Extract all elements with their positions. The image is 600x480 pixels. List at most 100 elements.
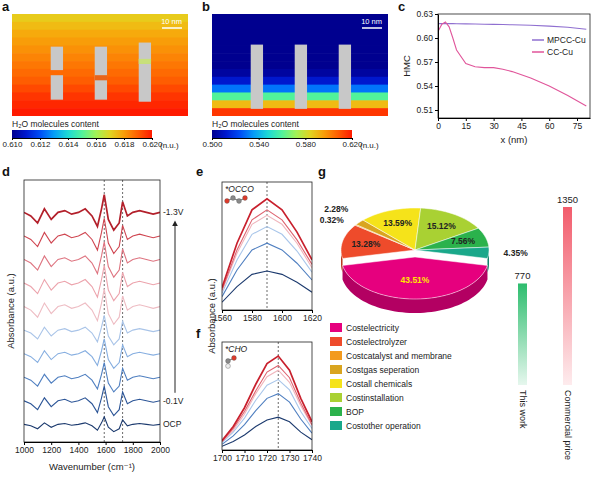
colorbar-axis: 0.6100.6120.6140.6160.6180.620 (2, 138, 163, 149)
tick-label: 2000 (151, 445, 170, 455)
tick: 0.614 (58, 138, 79, 149)
pillar (251, 45, 263, 109)
tick: 0.610 (2, 138, 23, 149)
colorbar-unit: (n.u.) (360, 141, 379, 150)
legend-label: BOP (346, 407, 364, 417)
legend-label: Costother operation (346, 421, 421, 431)
tick: 0.580 (296, 138, 317, 149)
pillar-band (95, 75, 107, 80)
panel: f17001710172017301740*CHO (196, 326, 322, 463)
legend: MPCC-CuCC-Cu (532, 35, 586, 57)
panel: e1560158016001620Absorbance (a.u.)*OCCO (196, 164, 322, 354)
tick-label: 0.500 (202, 140, 223, 149)
x-axis: 01530456075 (436, 118, 590, 131)
pillars (51, 43, 151, 102)
y-axis-title: Absorbance (a.u.) (5, 273, 16, 349)
tick: 30 (489, 118, 499, 131)
tick: 0.51 (416, 105, 438, 115)
series-line (222, 380, 312, 443)
series-line (24, 242, 160, 277)
tick: 0.63 (416, 9, 438, 19)
data-label: 13.59% (383, 218, 412, 228)
legend-label: Costinstallation (346, 393, 404, 403)
atom (226, 359, 231, 364)
tick: 0.60 (416, 33, 438, 43)
panel-letter: f (196, 326, 201, 341)
tick: 1720 (258, 450, 277, 463)
y-axis-title: Absorbance (a.u.) (206, 278, 217, 354)
legend-label: Costelectrolyzer (346, 337, 407, 347)
panel: c015304560750.510.540.570.600.63x (nm)HM… (398, 0, 591, 145)
pillar (51, 75, 63, 99)
legend-swatch (330, 351, 342, 360)
panel: g43.51%13.28%0.32%2.28%13.59%15.12%7.56%… (318, 164, 528, 431)
pillar (95, 47, 107, 100)
data-label: 7.56% (451, 236, 476, 246)
tick-label: 1200 (42, 445, 61, 455)
data-label: 13.28% (351, 239, 380, 249)
tick: 2000 (151, 442, 170, 455)
axis-line (438, 15, 439, 119)
tick: 45 (517, 118, 527, 131)
category-label: Commercial price (563, 390, 573, 460)
panel: b10 nmH₂O molecules content0.5000.5400.5… (202, 0, 388, 150)
x-axis: 17001710172017301740 (213, 450, 322, 463)
panel-letter: b (202, 0, 210, 14)
tick: 0.54 (416, 81, 438, 91)
panel-letter: g (318, 164, 326, 179)
heat-cell (212, 108, 388, 116)
pie-slice (343, 257, 488, 299)
tick-label: 0.580 (296, 140, 317, 149)
annotation: -0.1V (163, 396, 184, 406)
molecule-icon (226, 356, 237, 369)
tick-label: 30 (489, 121, 499, 131)
heat-cell (12, 30, 188, 38)
annotation: OCP (163, 419, 182, 429)
legend-swatch (330, 407, 342, 416)
scale-label: 10 nm (361, 17, 382, 26)
tick-label: 1700 (213, 453, 232, 463)
series-line (438, 22, 586, 106)
tick-label: 0.60 (416, 33, 433, 43)
tick-mark (435, 62, 438, 63)
tick-mark (435, 38, 438, 39)
tick-label: 75 (573, 121, 583, 131)
panel: a10 nmH₂O molecules content0.6100.6120.6… (2, 0, 188, 150)
tick-label: 0 (436, 121, 441, 131)
tick-label: 45 (517, 121, 527, 131)
pie-sides (341, 250, 489, 313)
pillar (51, 47, 63, 70)
data-label: 2.28% (324, 204, 349, 214)
x-axis: 100012001400160018002000 (15, 442, 170, 455)
heatmap (212, 14, 388, 116)
series-line (438, 24, 586, 30)
legend-label: MPCC-Cu (547, 35, 586, 45)
data-label: 770 (515, 270, 531, 281)
pie-slice (415, 228, 489, 250)
bar (563, 207, 572, 385)
axis-line (25, 442, 161, 443)
tick: 0.57 (416, 57, 438, 67)
heat-cell (12, 38, 188, 46)
data-label: 43.51% (401, 275, 430, 285)
plot-area (438, 22, 586, 106)
atom (226, 364, 231, 369)
tick-label: 1720 (258, 453, 277, 463)
colorbar-unit: (n.u.) (160, 141, 179, 150)
series-line (24, 265, 160, 300)
plot-area (24, 180, 160, 442)
tick-mark (435, 110, 438, 111)
axis-line (223, 310, 313, 311)
tick: 75 (573, 118, 583, 131)
panel-letter: a (2, 0, 10, 14)
legend-swatch (330, 365, 342, 374)
tick: 1740 (303, 450, 322, 463)
tick-label: 1730 (281, 453, 300, 463)
frame (24, 180, 160, 442)
panel: 7701350This workCommercial price (515, 194, 579, 460)
series-line (222, 243, 312, 296)
legend-label: Costcatalyst and membrane (346, 351, 452, 361)
series-line (24, 289, 160, 324)
pie-tops (341, 208, 489, 299)
plot-area (222, 342, 312, 450)
